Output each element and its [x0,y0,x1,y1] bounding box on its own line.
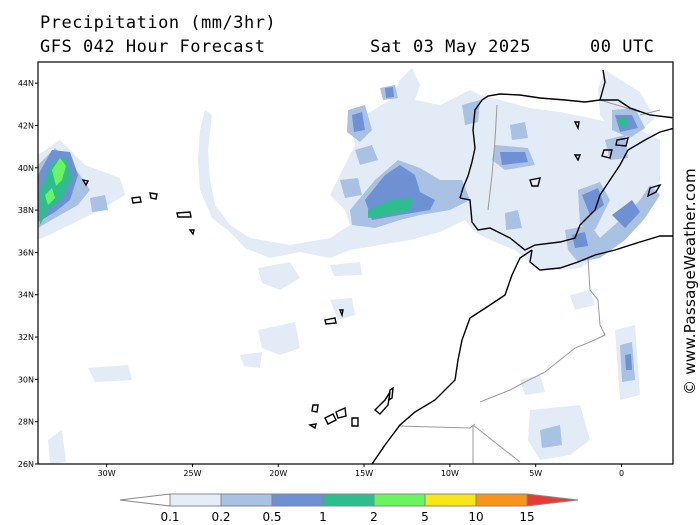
lon-label: 20W [269,469,287,478]
legend-swatch [220,493,273,507]
lat-label: 42N [18,121,34,130]
lat-label: 30N [18,375,34,384]
map-content [38,68,673,464]
latitude-axis: 44N 42N 40N 38N 36N 34N 32N 30N 28N 26N [18,79,38,469]
legend-label: 0.2 [211,510,230,524]
precip-band-1 [40,117,628,225]
legend-swatch [424,493,477,507]
lat-label: 32N [18,333,34,342]
legend-label: 0.1 [160,510,179,524]
lat-label: 36N [18,248,34,257]
legend-swatch [526,493,579,507]
precip-band-2 [45,158,66,205]
lat-label: 34N [18,291,34,300]
forecast-label: GFS 042 Hour Forecast [40,37,266,57]
lon-label: 0 [619,469,624,478]
precipitation-legend: 0.1 0.2 0.5 1 2 5 10 15 [119,493,579,524]
legend-swatch [322,493,375,507]
legend-label: 5 [421,510,429,524]
lon-label: 30W [98,469,116,478]
legend-label: 1 [319,510,327,524]
lon-label: 25W [183,469,201,478]
lon-label: 10W [441,469,459,478]
legend-swatch [271,493,324,507]
lon-label: 5W [529,469,542,478]
longitude-axis: 30W 25W 20W 15W 10W 5W 0 [98,464,624,478]
legend-swatch [373,493,426,507]
legend-label: 2 [370,510,378,524]
forecast-time: 00 UTC [590,37,655,57]
lat-label: 40N [18,164,34,173]
credit-text: © www.PassageWeather.com [681,168,699,395]
coastlines [81,69,673,464]
forecast-date: Sat 03 May 2025 [370,37,532,57]
map-title: Precipitation (mm/3hr) [40,13,277,33]
lat-label: 38N [18,206,34,215]
country-borders [397,99,661,464]
lon-label: 15W [355,469,373,478]
legend-label: 0.5 [262,510,281,524]
legend-swatch [475,493,528,507]
map-frame [37,61,674,465]
lat-label: 44N [18,79,34,88]
legend-label: 15 [519,510,534,524]
lat-label: 26N [18,460,34,469]
legend-swatch [169,493,222,507]
legend-low-arrow [119,493,171,507]
lat-label: 28N [18,418,34,427]
legend-label: 10 [468,510,483,524]
